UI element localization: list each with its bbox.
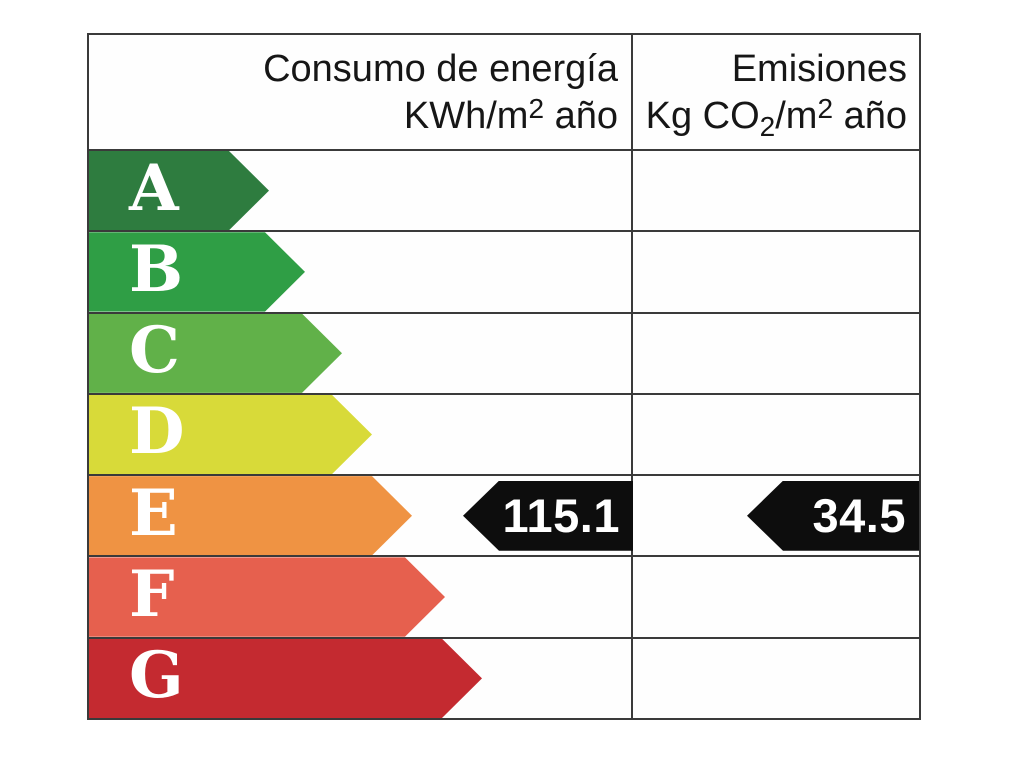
rating-arrow-f: F [89, 557, 445, 636]
consumption-value-pointer: 115.1 [463, 480, 633, 551]
emissions-title: Emisiones [731, 48, 907, 90]
consumption-unit-sup: 2 [528, 93, 545, 124]
rating-row-f: F [89, 555, 919, 636]
column-divider [631, 35, 633, 718]
emissions-value-pointer: 34.5 [747, 480, 919, 551]
emissions-value: 34.5 [812, 489, 906, 543]
table-header: Consumo de energía KWh/m2 año Emisiones … [89, 35, 919, 149]
energy-rating-table: Consumo de energía KWh/m2 año Emisiones … [87, 33, 921, 720]
rating-arrow-g: G [89, 639, 482, 718]
rating-arrow-b: B [89, 232, 305, 311]
rating-letter: G [129, 638, 184, 714]
rating-letter: F [129, 557, 175, 633]
rating-letter: C [129, 313, 180, 389]
rating-row-c: C [89, 311, 919, 393]
consumption-value: 115.1 [502, 489, 620, 543]
emissions-column-header: Emisiones Kg CO2/m2 año [633, 35, 919, 149]
rating-letter: D [129, 394, 185, 470]
rating-letter: B [129, 231, 184, 307]
rating-arrow-d: D [89, 395, 372, 474]
emissions-unit-sub: 2 [759, 111, 776, 142]
consumption-column-header: Consumo de energía KWh/m2 año [89, 35, 633, 149]
emissions-unit: Kg CO2/m2 año [645, 93, 907, 142]
consumption-title: Consumo de energía [263, 48, 618, 90]
rating-arrow-e: E [89, 476, 412, 555]
rating-row-g: G [89, 636, 919, 718]
rating-row-d: D [89, 392, 919, 474]
rating-row-a: A [89, 149, 919, 230]
rating-letter: E [129, 475, 178, 551]
consumption-unit: KWh/m2 año [403, 93, 618, 137]
rating-arrow-c: C [89, 314, 342, 393]
rating-row-e: E 115.1 34.5 [89, 474, 919, 555]
rating-arrow-a: A [89, 151, 269, 230]
emissions-unit-sup: 2 [817, 93, 834, 124]
rating-letter: A [129, 150, 179, 226]
rating-row-b: B [89, 230, 919, 311]
